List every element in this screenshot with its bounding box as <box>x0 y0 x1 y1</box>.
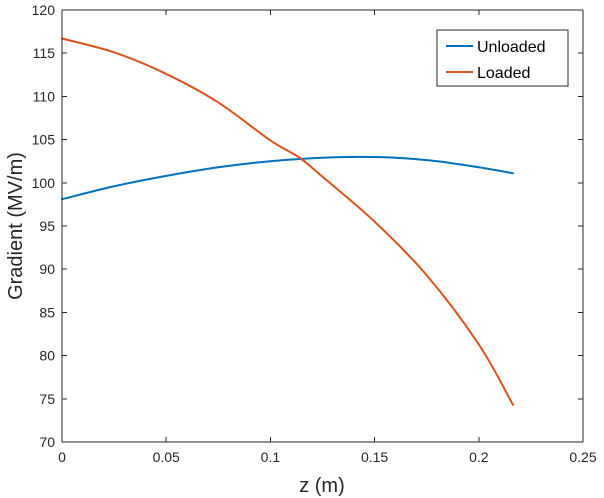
y-tick-label: 115 <box>33 45 56 61</box>
x-axis-ticks: 0 0.05 0.1 0.15 0.2 0.25 <box>58 10 597 465</box>
y-tick-label: 95 <box>39 218 55 234</box>
series-layer <box>61 37 514 406</box>
y-axis-title: Gradient (MV/m) <box>5 152 27 300</box>
series-line-loaded <box>61 37 514 406</box>
y-tick-label: 70 <box>39 434 55 450</box>
x-tick-label: 0.05 <box>153 449 180 465</box>
legend-label-loaded: Loaded <box>477 65 530 82</box>
y-tick-label: 75 <box>39 391 55 407</box>
legend: Unloaded Loaded <box>436 29 569 87</box>
y-tick-label: 90 <box>39 261 55 277</box>
x-tick-label: 0.1 <box>261 449 281 465</box>
y-tick-label: 80 <box>39 348 55 364</box>
y-tick-label: 120 <box>32 2 56 18</box>
y-tick-label: 100 <box>32 175 56 191</box>
x-tick-label: 0.15 <box>361 449 388 465</box>
series-line-unloaded <box>61 155 514 201</box>
y-tick-label: 105 <box>32 132 56 148</box>
y-tick-label: 85 <box>39 304 55 320</box>
y-axis-ticks: 70 75 80 85 90 95 100 105 110 115 120 <box>32 2 583 450</box>
x-tick-label: 0.2 <box>469 449 489 465</box>
x-axis-title: z (m) <box>299 475 345 497</box>
x-tick-label: 0.25 <box>569 449 596 465</box>
y-tick-label: 110 <box>33 88 56 104</box>
legend-label-unloaded: Unloaded <box>477 39 546 56</box>
legend-box <box>436 29 569 87</box>
x-tick-label: 0 <box>58 449 66 465</box>
